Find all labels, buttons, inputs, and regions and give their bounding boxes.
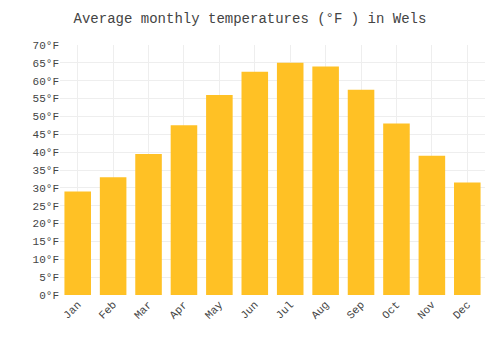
svg-text:Oct: Oct <box>380 299 402 321</box>
svg-text:Aug: Aug <box>309 299 331 321</box>
svg-text:Jun: Jun <box>238 299 260 321</box>
svg-text:0°F: 0°F <box>39 290 59 302</box>
svg-text:15°F: 15°F <box>33 236 59 248</box>
svg-text:65°F: 65°F <box>33 58 59 70</box>
svg-text:40°F: 40°F <box>33 147 59 159</box>
svg-text:Dec: Dec <box>451 299 473 321</box>
svg-text:20°F: 20°F <box>33 218 59 230</box>
svg-text:Jul: Jul <box>274 299 296 321</box>
svg-text:30°F: 30°F <box>33 183 59 195</box>
svg-text:55°F: 55°F <box>33 93 59 105</box>
svg-text:60°F: 60°F <box>33 76 59 88</box>
svg-text:45°F: 45°F <box>33 129 59 141</box>
svg-text:25°F: 25°F <box>33 201 59 213</box>
svg-text:10°F: 10°F <box>33 254 59 266</box>
svg-text:Mar: Mar <box>132 299 154 321</box>
svg-text:5°F: 5°F <box>39 272 59 284</box>
svg-text:Nov: Nov <box>415 299 438 322</box>
svg-text:Average monthly temperatures (: Average monthly temperatures (°F ) in We… <box>74 11 427 27</box>
svg-text:Apr: Apr <box>167 299 189 321</box>
svg-text:Sep: Sep <box>345 299 367 321</box>
svg-text:35°F: 35°F <box>33 165 59 177</box>
svg-text:70°F: 70°F <box>33 40 59 52</box>
svg-text:Jan: Jan <box>61 299 83 321</box>
svg-text:Feb: Feb <box>97 299 119 321</box>
svg-text:May: May <box>203 299 226 322</box>
svg-text:50°F: 50°F <box>33 111 59 123</box>
